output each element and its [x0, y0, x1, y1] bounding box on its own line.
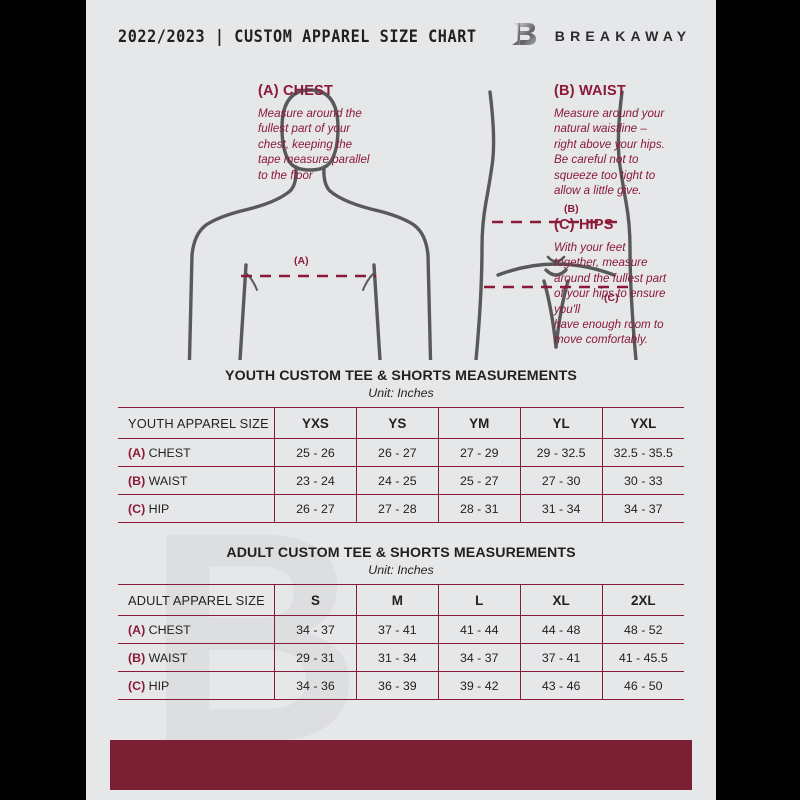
size-header-yl: YL: [519, 407, 603, 439]
measurement-value: 27 - 28: [355, 494, 439, 523]
youth-size-table-block: YOUTH CUSTOM TEE & SHORTS MEASUREMENTS U…: [86, 368, 716, 523]
callout-waist-body: Measure around your natural waistline – …: [554, 107, 665, 198]
measurement-value: 26 - 27: [355, 438, 439, 467]
size-header-2xl: 2XL: [601, 584, 684, 616]
measurement-value: 27 - 29: [437, 438, 521, 467]
measurement-value: 24 - 25: [355, 466, 439, 495]
adult-size-table-block: ADULT CUSTOM TEE & SHORTS MEASUREMENTS U…: [86, 545, 716, 700]
table-row: (C) HIP 34 - 36 36 - 39 39 - 42 43 - 46 46 - …: [118, 671, 684, 700]
measurement-label-chest: (A) CHEST: [118, 615, 275, 644]
measurement-value: 41 - 44: [437, 615, 521, 644]
measurement-name: WAIST: [148, 650, 188, 665]
measurement-tag: (C): [128, 678, 149, 693]
measurement-label-waist: (B) WAIST: [118, 643, 275, 672]
page-header: 2022/2023 | CUSTOM APPAREL SIZE CHART: [86, 0, 716, 72]
measurement-value: 25 - 26: [274, 438, 357, 467]
measurement-value: 37 - 41: [355, 615, 439, 644]
measurement-value: 29 - 31: [274, 643, 357, 672]
measurement-label-chest: (A) CHEST: [118, 438, 275, 467]
measurement-value: 44 - 48: [519, 615, 603, 644]
callout-hips: (C) HIPS With your feet together, measur…: [554, 217, 706, 348]
measurement-value: 34 - 37: [274, 615, 357, 644]
table-row: (A) CHEST 25 - 26 26 - 27 27 - 29 29 - 32.5 3…: [118, 438, 684, 467]
callout-waist: (B) WAIST Measure around your natural wa…: [554, 83, 704, 198]
measurement-value: 34 - 37: [601, 494, 684, 523]
table-row: (C) HIP 26 - 27 27 - 28 28 - 31 31 - 34 34 - …: [118, 494, 684, 523]
measurement-value: 31 - 34: [519, 494, 603, 523]
measurement-illustrations: (A) (B) (C) (A) CHEST Measure around the…: [86, 70, 716, 360]
measurement-value: 43 - 46: [519, 671, 603, 700]
measurement-value: 26 - 27: [274, 494, 357, 523]
youth-table-body: YOUTH APPAREL SIZE YXS YS YM YL YXL (A) CHEST 2…: [118, 407, 684, 523]
body-figures-svg: [187, 88, 638, 360]
measurement-value: 46 - 50: [601, 671, 684, 700]
size-column-header: ADULT APPAREL SIZE: [118, 584, 275, 616]
table-row: (B) WAIST 29 - 31 31 - 34 34 - 37 37 - 41 41 …: [118, 643, 684, 672]
adult-size-table: ADULT APPAREL SIZE S M L XL 2XL (A) CHEST 34 - …: [118, 584, 684, 700]
measurement-value: 30 - 33: [601, 466, 684, 495]
measurement-value: 37 - 41: [519, 643, 603, 672]
measurement-name: CHEST: [148, 622, 191, 637]
hip-dimension-label: (C): [604, 292, 619, 304]
measurement-value: 41 - 45.5: [601, 643, 684, 672]
size-header-xl: XL: [519, 584, 603, 616]
measurement-value: 34 - 37: [437, 643, 521, 672]
size-header-ym: YM: [437, 407, 521, 439]
measurement-tag: (B): [128, 650, 149, 665]
brand-name: BREAKAWAY: [554, 28, 692, 44]
chest-dimension-label: (A): [294, 255, 309, 267]
table-row: (B) WAIST 23 - 24 24 - 25 25 - 27 27 - 30 30 …: [118, 466, 684, 495]
youth-table-unit: Unit: Inches: [368, 386, 434, 400]
page-title: 2022/2023 | CUSTOM APPAREL SIZE CHART: [118, 26, 477, 46]
measurement-value: 23 - 24: [274, 466, 357, 495]
footer-bar: [110, 740, 692, 790]
callout-hips-title: (C) HIPS: [554, 217, 614, 233]
size-header-yxl: YXL: [601, 407, 684, 439]
measurement-value: 36 - 39: [355, 671, 439, 700]
size-header-l: L: [437, 584, 521, 616]
measurement-value: 39 - 42: [437, 671, 521, 700]
table-row: (A) CHEST 34 - 37 37 - 41 41 - 44 44 - 48 48 …: [118, 615, 684, 644]
measurement-name: CHEST: [148, 445, 191, 460]
measurement-tag: (C): [128, 501, 149, 516]
size-chart-page: B 2022/2023 | CUSTOM APPAREL SIZE CHART: [86, 0, 716, 800]
adult-table-unit: Unit: Inches: [368, 563, 434, 577]
adult-table-body: ADULT APPAREL SIZE S M L XL 2XL (A) CHEST 34 - …: [118, 584, 684, 700]
measurement-value: 29 - 32.5: [519, 438, 603, 467]
measurement-name: WAIST: [148, 473, 188, 488]
table-header-row: YOUTH APPAREL SIZE YXS YS YM YL YXL: [118, 407, 684, 439]
measurement-tag: (A): [128, 445, 149, 460]
size-column-header: YOUTH APPAREL SIZE: [118, 407, 275, 439]
size-header-s: S: [274, 584, 357, 616]
measurement-value: 27 - 30: [519, 466, 603, 495]
adult-table-title: ADULT CUSTOM TEE & SHORTS MEASUREMENTS: [226, 545, 576, 561]
measurement-label-hip: (C) HIP: [118, 494, 275, 523]
waist-dimension-label: (B): [564, 203, 579, 215]
measurement-value: 48 - 52: [601, 615, 684, 644]
measurement-name: HIP: [148, 501, 170, 516]
measurement-value: 32.5 - 35.5: [601, 438, 684, 467]
size-header-m: M: [355, 584, 439, 616]
measurement-label-hip: (C) HIP: [118, 671, 275, 700]
brand-lockup: BREAKAWAY: [508, 17, 692, 56]
measurement-tag: (A): [128, 622, 149, 637]
size-header-yxs: YXS: [274, 407, 357, 439]
measurement-value: 31 - 34: [355, 643, 439, 672]
youth-size-table: YOUTH APPAREL SIZE YXS YS YM YL YXL (A) CHEST 2…: [118, 407, 684, 523]
measurement-label-waist: (B) WAIST: [118, 466, 275, 495]
measurement-name: HIP: [148, 678, 170, 693]
table-header-row: ADULT APPAREL SIZE S M L XL 2XL: [118, 584, 684, 616]
youth-table-title: YOUTH CUSTOM TEE & SHORTS MEASUREMENTS: [225, 368, 577, 384]
callout-chest-title: (A) CHEST: [258, 83, 334, 99]
breakaway-logo-icon: [508, 17, 542, 56]
callout-chest: (A) CHEST Measure around the fullest par…: [258, 83, 408, 183]
measurement-tag: (B): [128, 473, 149, 488]
measurement-value: 34 - 36: [274, 671, 357, 700]
measurement-value: 28 - 31: [437, 494, 521, 523]
measurement-value: 25 - 27: [437, 466, 521, 495]
size-header-ys: YS: [355, 407, 439, 439]
callout-hips-body: With your feet together, measure around …: [554, 241, 667, 347]
callout-chest-body: Measure around the fullest part of your …: [258, 107, 370, 182]
callout-waist-title: (B) WAIST: [554, 83, 626, 99]
